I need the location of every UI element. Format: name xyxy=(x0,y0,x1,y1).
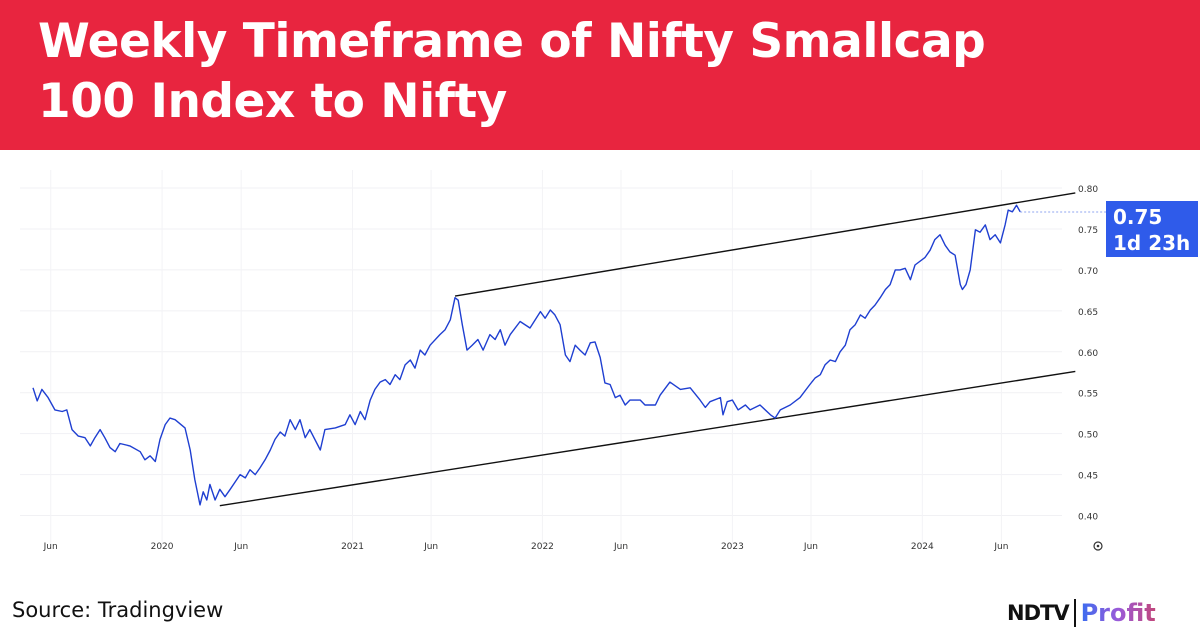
x-tick-label: Jun xyxy=(993,542,1008,552)
title-line-1: Weekly Timeframe of Nifty Smallcap xyxy=(38,14,986,69)
x-tick-label: 2020 xyxy=(151,542,174,552)
y-tick-label: 0.55 xyxy=(1078,390,1098,400)
y-tick-label: 0.75 xyxy=(1078,226,1098,236)
last-price-value: 0.75 xyxy=(1113,205,1163,229)
ndtv-profit-logo: NDTV Profit xyxy=(1007,598,1156,628)
x-tick-label: Jun xyxy=(423,542,438,552)
y-tick-label: 0.60 xyxy=(1078,349,1098,359)
x-tick-label: Jun xyxy=(43,542,58,552)
title-line-2: 100 Index to Nifty xyxy=(38,74,507,129)
x-tick-label: 2021 xyxy=(341,542,364,552)
trendline xyxy=(454,192,1076,297)
title-banner: Weekly Timeframe of Nifty Smallcap 100 I… xyxy=(0,0,1200,150)
price-chart: 0.80 0.75 0.70 0.65 0.60 0.55 0.50 0.45 0.40 Jun 2… xyxy=(20,170,1106,552)
bar-countdown: 1d 23h xyxy=(1113,231,1191,255)
last-price-label: 0.75 1d 23h xyxy=(1106,201,1198,257)
y-tick-label: 0.70 xyxy=(1078,267,1098,277)
x-tick-label: 2024 xyxy=(911,542,934,552)
logo-divider xyxy=(1073,599,1076,627)
settings-icon-dot xyxy=(1096,544,1100,548)
x-tick-label: 2022 xyxy=(531,542,554,552)
price-series-line xyxy=(32,204,1021,506)
x-tick-label: 2023 xyxy=(721,542,744,552)
settings-icon[interactable] xyxy=(1093,541,1103,551)
logo-ndtv: NDTV xyxy=(1007,601,1070,625)
y-tick-label: 0.45 xyxy=(1078,472,1098,482)
x-tick-label: Jun xyxy=(613,542,628,552)
x-tick-label: Jun xyxy=(803,542,818,552)
chart-title: Weekly Timeframe of Nifty Smallcap 100 I… xyxy=(38,12,986,132)
y-tick-label: 0.80 xyxy=(1078,185,1098,195)
y-tick-label: 0.50 xyxy=(1078,431,1098,441)
trendline xyxy=(219,370,1076,507)
y-tick-label: 0.65 xyxy=(1078,308,1098,318)
source-note: Source: Tradingview xyxy=(12,598,224,622)
logo-profit: Profit xyxy=(1080,599,1156,627)
y-tick-label: 0.40 xyxy=(1078,513,1098,523)
x-tick-label: Jun xyxy=(233,542,248,552)
